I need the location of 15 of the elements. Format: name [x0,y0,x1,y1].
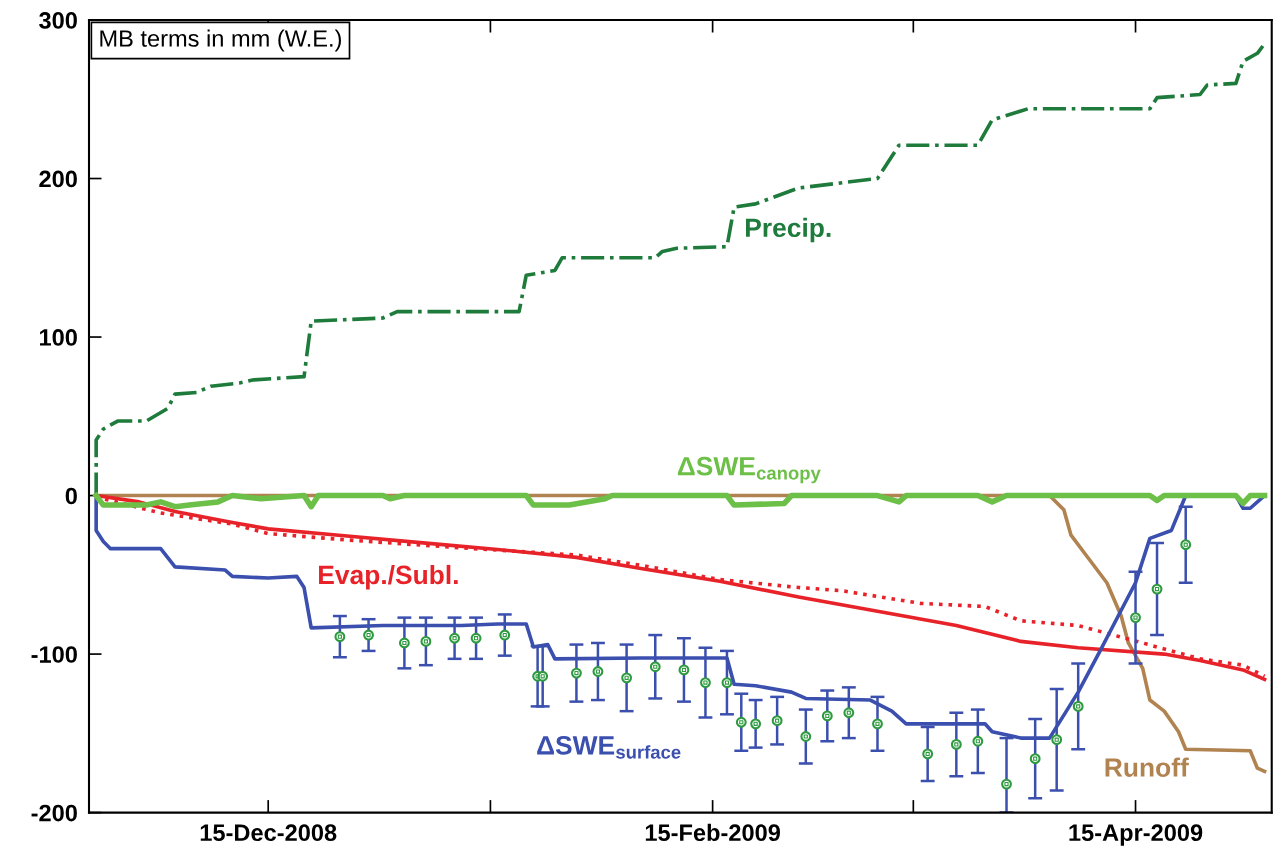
x-tick-label: 15-Apr-2009 [1069,824,1203,846]
y-tick-label: 0 [65,487,77,505]
y-tick-label: 200 [39,170,77,188]
y-tick-label: 100 [39,329,77,346]
x-tick-label: 15-Feb-2009 [645,823,780,842]
y-tick-label: -100 [31,646,77,663]
series-label: Evap./Subl. [319,564,458,590]
x-tick-label: 15-Dec-2008 [200,824,337,842]
text: ΔSWE$_{surface}$ [537,735,681,759]
y-tick-label: -200 [31,804,77,822]
series-label: Runoff [1105,757,1189,777]
y-tick-label: 300 [39,12,77,29]
series-label: Precip. [746,217,831,243]
chart-title: MB terms in mm (W.E.) [100,29,341,52]
series-label: ΔSWE$_{canopy}$ [677,456,821,484]
